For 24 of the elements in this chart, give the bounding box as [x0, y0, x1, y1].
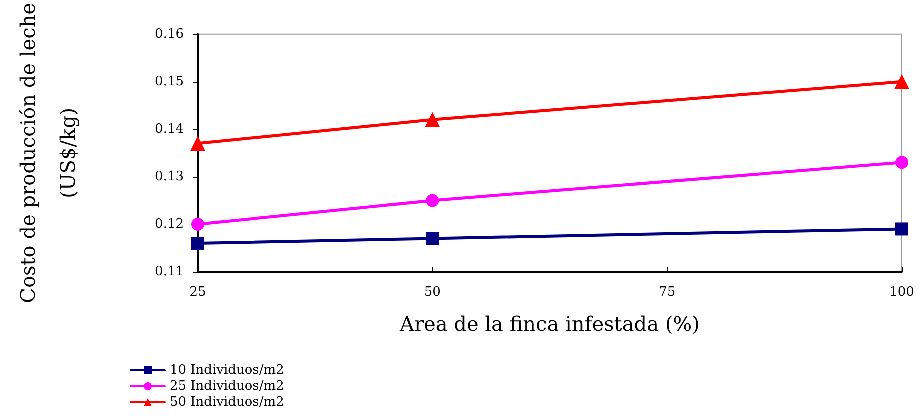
point: [896, 222, 908, 236]
y-tick-label: 0.11: [155, 264, 184, 280]
x-axis-title: Area de la finca infestada (%): [399, 312, 700, 336]
y-tick-label: 0.15: [155, 74, 184, 90]
y-tick-label: 0.16: [155, 26, 184, 42]
point: [425, 112, 440, 128]
legend-label: 10 Individuos/m2: [170, 363, 284, 378]
x-tick-label: 50: [424, 285, 441, 300]
y-tick-label: 0.12: [155, 216, 184, 232]
point: [192, 236, 204, 250]
y-tick-label: 0.13: [155, 169, 184, 184]
point: [192, 218, 204, 231]
x-tick-label: 25: [190, 285, 206, 300]
point: [190, 136, 206, 152]
point: [426, 194, 440, 208]
legend-label: 25 Individuos/m2: [170, 379, 284, 394]
x-tick-label: 100: [890, 285, 914, 300]
point: [426, 232, 440, 246]
point: [896, 156, 908, 170]
point: [894, 74, 910, 90]
y-tick-label: 0.14: [155, 122, 184, 137]
legend-label: 50 Individuos/m2: [170, 395, 284, 410]
y-axis-title: Costo de producción de leche (US$/kg): [16, 2, 80, 304]
x-tick-label: 75: [659, 285, 676, 300]
